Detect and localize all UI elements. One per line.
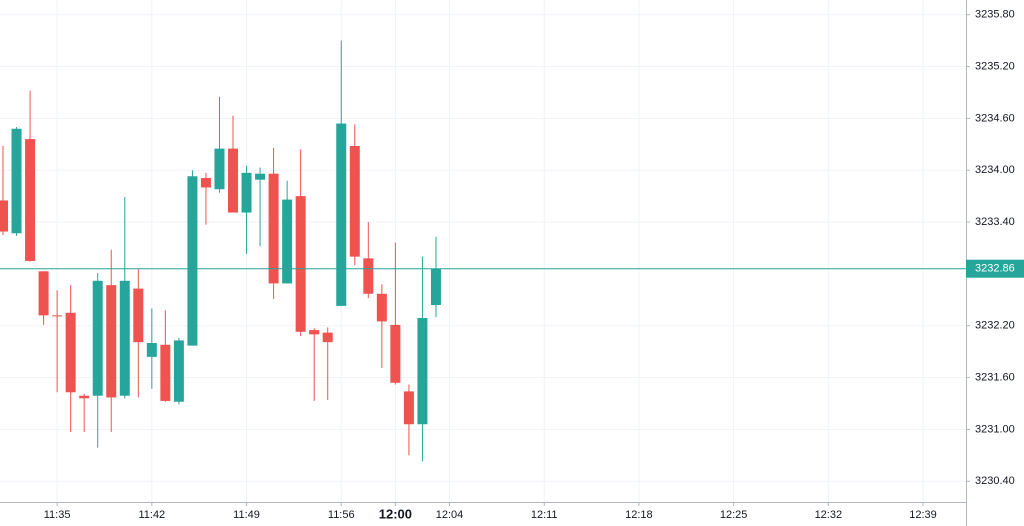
x-tick-label: 12:11 [531, 509, 558, 521]
y-tick-label: 3235.20 [975, 60, 1015, 72]
candle-body [390, 324, 401, 383]
x-tick-label: 12:39 [909, 509, 937, 521]
candle-body [52, 315, 63, 317]
candle-body [92, 280, 103, 396]
candle-body [11, 128, 22, 234]
x-tick-label: 11:49 [233, 509, 260, 521]
x-tick-label: 12:32 [815, 509, 843, 521]
candle-body [160, 344, 171, 401]
candle-body [417, 317, 428, 425]
candle-body [349, 146, 360, 257]
y-tick-label: 3234.60 [975, 112, 1015, 124]
candle-body [403, 391, 414, 425]
y-tick-label: 3232.20 [975, 320, 1015, 332]
last-price-label: 3232.86 [975, 263, 1015, 275]
x-tick-label: 12:00 [379, 506, 412, 521]
candle-body [106, 285, 117, 398]
candle-body [430, 268, 441, 306]
x-tick-label: 12:18 [625, 509, 653, 521]
candle-body [241, 172, 252, 213]
candle-body [363, 258, 374, 294]
candle-body [79, 395, 90, 399]
x-tick-label: 11:42 [138, 509, 165, 521]
y-tick-label: 3230.40 [975, 475, 1015, 487]
candle-body [268, 173, 279, 284]
candle-body [228, 148, 239, 213]
y-tick-label: 3231.60 [975, 371, 1015, 383]
y-tick-label: 3235.80 [975, 9, 1015, 21]
y-tick-label: 3233.40 [975, 216, 1015, 228]
candle-body [336, 123, 347, 306]
candle-body [38, 271, 49, 316]
candle-body [376, 293, 387, 322]
x-tick-label: 12:04 [436, 509, 464, 521]
candle-body [322, 332, 333, 343]
candle-body [214, 148, 225, 190]
x-tick-label: 12:25 [720, 509, 748, 521]
candle-body [25, 139, 36, 261]
candle-body [295, 196, 306, 332]
y-tick-label: 3231.00 [975, 423, 1015, 435]
x-tick-label: 11:56 [328, 509, 355, 521]
candle-body [200, 177, 211, 188]
candle-body [282, 199, 293, 284]
candle-body [133, 288, 144, 343]
x-tick-label: 11:35 [44, 509, 71, 521]
candle-body [146, 343, 157, 357]
candle-body [255, 173, 266, 180]
candle-body [65, 312, 76, 393]
candle-body [0, 200, 8, 232]
candle-body [119, 280, 130, 396]
candle-body [309, 330, 320, 335]
candle-body [187, 176, 198, 346]
candle-body [173, 340, 184, 402]
last-price-box [966, 259, 1024, 278]
y-tick-label: 3234.00 [975, 164, 1015, 176]
